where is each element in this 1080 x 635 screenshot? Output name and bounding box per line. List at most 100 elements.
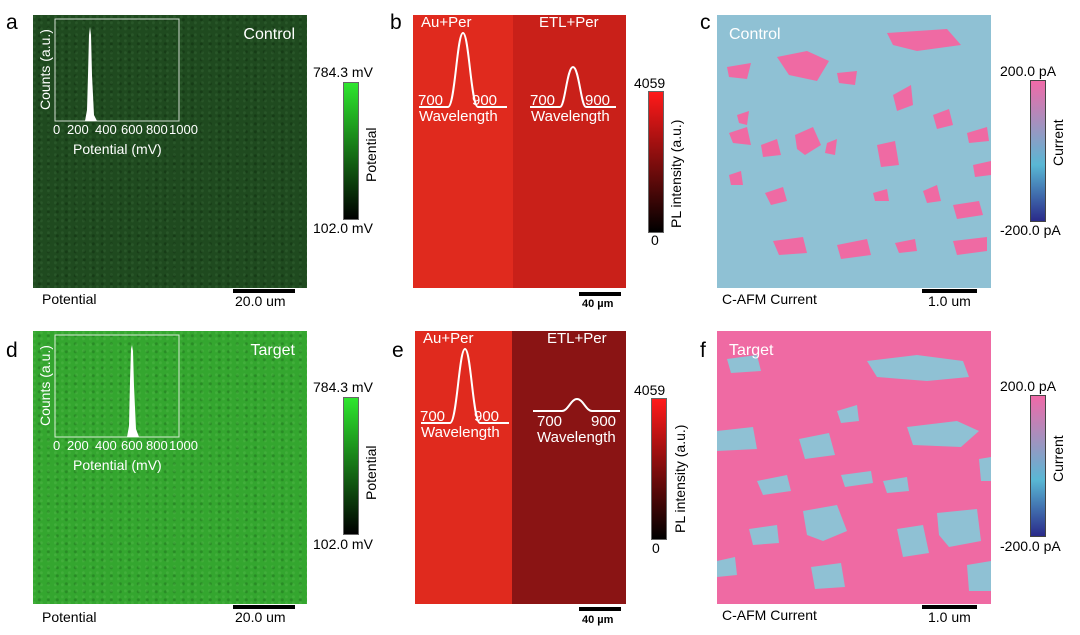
pl-map-target: Au+Per ETL+Per 700 900 700 900 Wavelengt… [415,331,626,604]
histogram-inset-target [54,334,180,438]
colorbar-b [648,91,664,233]
colorbar-d [343,397,359,535]
pl-tick-b: 700 [418,92,444,109]
pl-map-control: Au+Per ETL+Per 700 900 700 900 Wavelengt… [413,15,626,288]
cafm-map-control: Control [717,15,991,288]
inset-tick: 1000 [169,122,198,137]
scalebar-b [579,292,621,296]
inset-tick: 800 [146,438,168,453]
cafm-title-control: Control [729,26,781,43]
inset-tick: 400 [95,438,117,453]
scalebar-label-a: 20.0 um [235,293,286,309]
kpfm-title-control: Control [243,26,295,43]
colorbar-max-c: 200.0 pA [1000,63,1057,79]
cafm-title-target: Target [729,342,774,359]
pl-left-label-b: Au+Per [421,15,472,31]
inset-xlabel-a: Potential (mV) [73,141,162,157]
colorbar-c [1030,80,1046,222]
panel-letter-c: c [700,11,711,34]
histogram-peak [55,345,179,437]
colorbar-max-b: 4059 [634,75,666,91]
pl-xlabel-e: Wavelength [537,429,616,446]
colorbar-max-e: 4059 [634,382,666,398]
pl-right-label-e: ETL+Per [547,331,607,347]
scalebar-label-d: 20.0 um [235,609,286,625]
pl-right-label-b: ETL+Per [539,15,599,31]
bottom-label-d: Potential [42,609,97,625]
inset-tick: 1000 [169,438,198,453]
scalebar-c [922,289,977,293]
pl-spectra-target [421,347,620,424]
panel-letter-a: a [6,11,18,34]
pl-tick-e: 700 [420,408,446,425]
scalebar-label-f: 1.0 um [928,609,971,625]
scalebar-label-b: 40 µm [582,298,614,310]
colorbar-min-b: 0 [651,232,659,248]
panel-letter-e: e [392,339,404,362]
inset-tick: 200 [67,122,89,137]
colorbar-label-b: PL intensity (a.u.) [668,119,684,228]
colorbar-max-f: 200.0 pA [1000,378,1057,394]
colorbar-label-a: Potential [363,127,379,182]
panel-letter-b: b [390,11,402,34]
colorbar-min-d: 102.0 mV [313,536,373,552]
inset-ylabel-d: Counts (a.u.) [37,345,53,426]
inset-tick: 600 [121,438,143,453]
pl-peak-right [530,65,616,108]
colorbar-f [1030,395,1046,537]
inset-xlabel-d: Potential (mV) [73,457,162,473]
colorbar-label-e: PL intensity (a.u.) [672,424,688,533]
scalebar-f [922,605,977,609]
scalebar-d [233,605,295,609]
colorbar-label-f: Current [1050,435,1066,482]
pl-tick-b: 900 [585,92,611,109]
pl-peak-left [421,347,509,424]
pl-tick-e: 900 [474,408,500,425]
bottom-label-f: C-AFM Current [722,607,817,623]
pl-tick-b: 900 [472,92,498,109]
histogram-peak [55,27,179,121]
colorbar-max-a: 784.3 mV [313,64,373,80]
colorbar-min-c: -200.0 pA [1000,222,1061,238]
inset-tick: 600 [121,122,143,137]
scalebar-e [579,607,621,611]
pl-xlabel-b: Wavelength [419,108,498,125]
kpfm-map-control: Control [33,15,307,288]
colorbar-min-e: 0 [652,540,660,556]
cafm-domains-target [717,355,991,591]
colorbar-min-a: 102.0 mV [313,220,373,236]
pl-tick-e: 700 [537,413,563,430]
pl-xlabel-b: Wavelength [531,108,610,125]
histogram-inset-control [54,18,180,122]
colorbar-e [651,398,667,540]
panel-letter-d: d [6,339,18,362]
inset-tick: 0 [53,122,61,137]
scalebar-label-e: 40 µm [582,614,614,626]
colorbar-label-c: Current [1050,119,1066,166]
pl-tick-e: 900 [591,413,617,430]
pl-spectra-control [419,31,616,108]
scalebar-a [233,289,295,293]
colorbar-a [343,82,359,220]
inset-tick: 400 [95,122,117,137]
scalebar-label-c: 1.0 um [928,293,971,309]
inset-ylabel-a: Counts (a.u.) [37,29,53,110]
colorbar-label-d: Potential [363,445,379,500]
inset-tick: 800 [146,122,168,137]
bottom-label-a: Potential [42,291,97,307]
inset-tick: 0 [53,438,61,453]
inset-tick: 200 [67,438,89,453]
colorbar-min-f: -200.0 pA [1000,538,1061,554]
pl-xlabel-e: Wavelength [421,424,500,441]
pl-left-label-e: Au+Per [423,331,474,347]
bottom-label-c: C-AFM Current [722,291,817,307]
cafm-map-target: Target [717,331,991,604]
panel-letter-f: f [700,339,706,362]
colorbar-max-d: 784.3 mV [313,379,373,395]
pl-peak-right [533,397,620,412]
cafm-domains-control [727,29,991,259]
kpfm-map-target: Target [33,331,307,604]
pl-tick-b: 700 [530,92,556,109]
pl-peak-left [419,31,507,108]
kpfm-title-target: Target [250,342,295,359]
